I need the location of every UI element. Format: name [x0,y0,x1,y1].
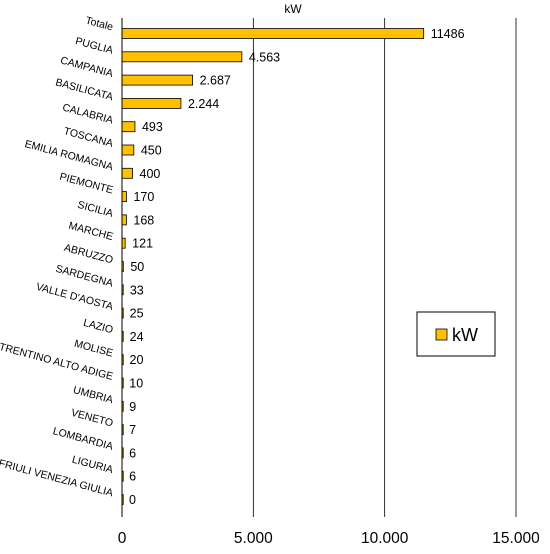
category-labels: TotalePUGLIACAMPANIABASILICATACALABRIATO… [0,15,114,500]
category-label: PIEMONTE [58,171,114,197]
data-label: 170 [133,190,154,204]
legend-label: kW [452,325,478,345]
data-label: 121 [132,237,153,251]
category-label: UMBRIA [72,384,115,406]
x-tick-label: 10.000 [361,530,409,547]
category-label: TOSCANA [62,125,114,150]
data-label: 6 [129,446,136,460]
x-tick-label: 15.000 [492,530,540,547]
data-label: 493 [142,120,163,134]
bar [121,167,133,179]
legend-swatch [435,328,448,341]
category-label: LAZIO [82,317,114,336]
category-label: MARCHE [67,220,114,243]
bar [121,98,182,109]
data-label: 24 [130,330,144,344]
category-label: LOMBARDIA [51,425,114,453]
data-label: 33 [130,283,144,297]
data-label: 9 [129,400,136,414]
category-label: MOLISE [73,338,114,360]
bars [121,28,425,505]
x-tick-label: 5.000 [234,530,273,547]
category-label: ABRUZZO [63,242,115,267]
category-label: CAMPANIA [59,54,114,80]
data-label: 6 [129,470,136,484]
bar [121,28,425,39]
data-label: 10 [129,377,143,391]
chart-title: kW [284,2,302,16]
data-label: 168 [133,213,154,227]
data-label: 25 [130,307,144,321]
data-label: 450 [141,144,162,158]
category-label: SICILIA [76,199,114,220]
category-label: BASILICATA [54,76,114,103]
category-label: Totale [84,15,114,34]
x-tick-label: 0 [118,530,127,547]
bar [121,144,135,156]
bar [121,214,127,226]
x-axis-ticks: 0 5.000 10.000 15.000 [118,530,540,547]
bar [121,121,136,133]
data-label: 2.244 [188,97,219,111]
value-labels: 11486 4.563 2.687 2.244 493 450 400 170 168 121 50… [129,27,465,507]
data-label: 11486 [431,27,465,41]
data-label: 50 [130,260,144,274]
bar [121,191,127,203]
category-label: CALABRIA [61,102,114,127]
data-label: 2.687 [200,74,231,88]
category-label: VENETO [70,407,115,430]
category-label: LIGURIA [71,454,115,476]
gridlines [252,18,517,517]
data-label: 20 [130,353,144,367]
data-label: 0 [129,493,136,507]
legend-box [416,311,496,357]
category-label: SARDEGNA [54,263,114,290]
bar [121,51,243,63]
data-label: 4.563 [249,50,280,64]
bar [121,74,193,86]
data-label: 7 [129,423,136,437]
category-label: PUGLIA [74,35,114,57]
legend: kW [416,311,496,357]
data-label: 400 [140,167,161,181]
